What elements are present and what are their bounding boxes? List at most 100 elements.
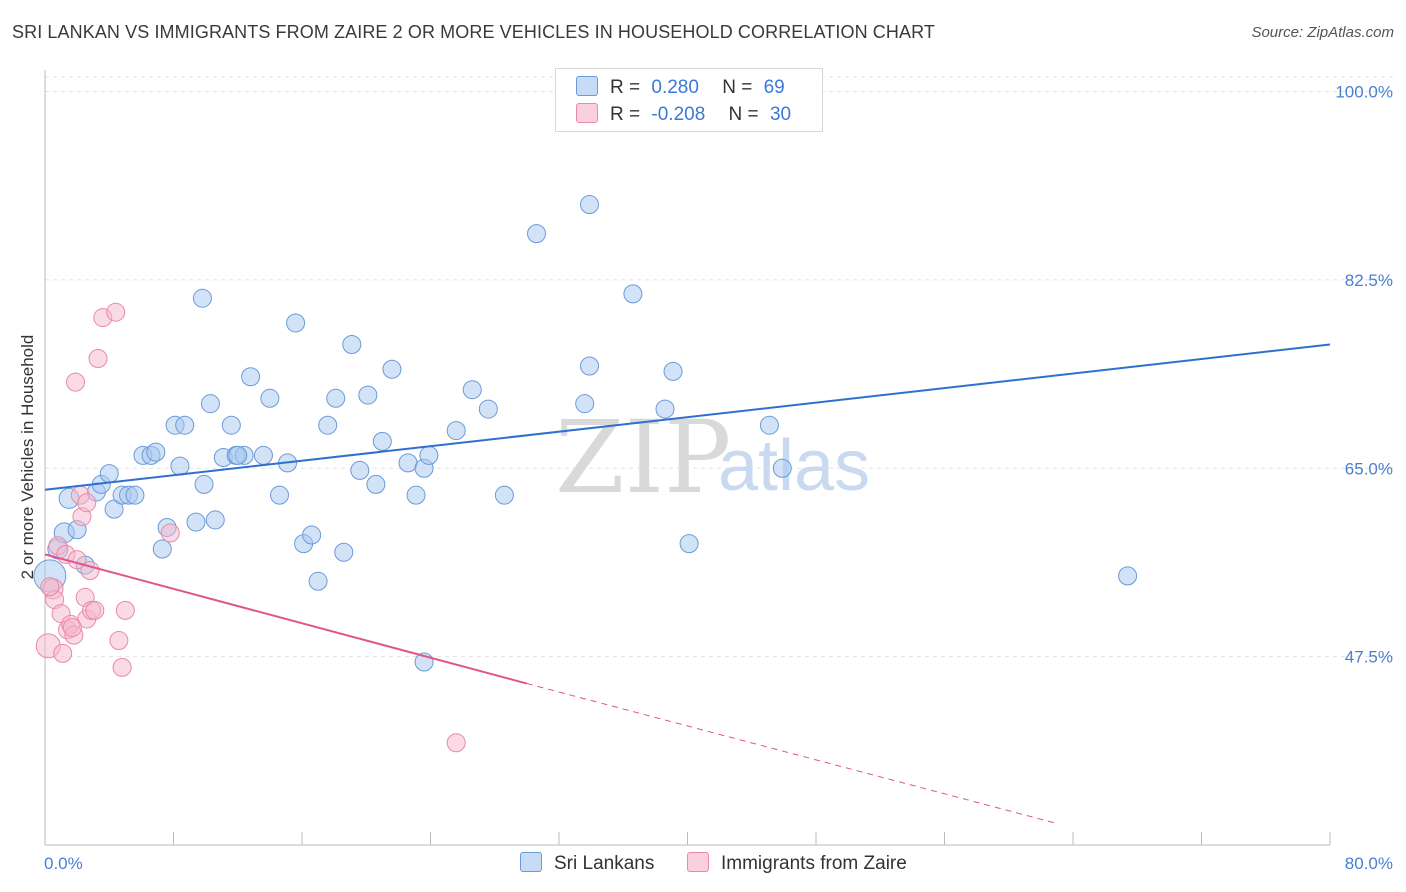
r-value: -0.208 — [651, 104, 706, 125]
data-point — [115, 600, 135, 620]
data-point — [580, 356, 600, 376]
data-point — [106, 302, 126, 322]
data-point — [112, 657, 132, 677]
data-point — [575, 394, 595, 414]
data-point — [62, 618, 82, 638]
data-point — [398, 453, 418, 473]
data-point — [655, 399, 675, 419]
data-point — [270, 485, 290, 505]
data-point — [286, 313, 306, 333]
data-point — [350, 460, 370, 480]
data-point — [663, 361, 683, 381]
data-point — [221, 415, 241, 435]
data-point — [85, 600, 105, 620]
legend-swatch-zaire — [687, 852, 709, 872]
data-point — [318, 415, 338, 435]
n-value: 69 — [763, 77, 785, 98]
x-axis-ticks — [173, 832, 1331, 845]
data-point — [40, 577, 60, 597]
data-point — [382, 359, 402, 379]
stats-legend-row-zaire: R = -0.208 N = 30 — [576, 103, 791, 127]
data-point — [527, 224, 547, 244]
swatch-sri-lankans — [576, 76, 598, 96]
data-point — [478, 399, 498, 419]
data-point — [253, 445, 273, 465]
data-point — [372, 431, 392, 451]
stats-legend-row-sri-lankans: R = 0.280 N = 69 — [576, 76, 785, 100]
y-tick-label: 65.0% — [1345, 459, 1393, 478]
data-point — [99, 464, 119, 484]
trend-line-extension — [526, 683, 1058, 824]
data-point — [125, 485, 145, 505]
data-point — [152, 539, 172, 559]
data-point — [772, 458, 792, 478]
data-point — [241, 367, 261, 387]
data-point — [366, 474, 386, 494]
data-point — [759, 415, 779, 435]
y-tick-labels: 47.5% 65.0% 82.5% 100.0% — [1335, 83, 1393, 667]
legend-item-sri-lankans: Sri Lankans — [520, 852, 654, 875]
data-point — [446, 421, 466, 441]
data-point — [406, 485, 426, 505]
legend-label-zaire: Immigrants from Zaire — [721, 853, 907, 874]
data-point — [494, 485, 514, 505]
data-point — [679, 534, 699, 554]
trend-lines — [44, 343, 1331, 824]
data-point — [77, 493, 97, 513]
data-point — [334, 542, 354, 562]
stats-legend: R = 0.280 N = 69 R = -0.208 N = 30 — [555, 68, 823, 132]
trend-line-sri-lankans — [44, 343, 1331, 491]
watermark: ZIP atlas — [555, 399, 870, 516]
watermark-atlas: atlas — [718, 426, 870, 506]
series-zaire — [35, 302, 466, 753]
trend-line-zaire — [44, 553, 528, 685]
data-point — [88, 348, 108, 368]
data-point — [53, 643, 73, 663]
x-tick-label-min: 0.0% — [44, 854, 83, 873]
y-tick-label: 100.0% — [1335, 83, 1393, 102]
r-label: R = — [610, 104, 641, 125]
data-point — [419, 445, 439, 465]
data-point — [580, 195, 600, 215]
legend-label-sri-lankans: Sri Lankans — [554, 853, 655, 874]
x-tick-label-max: 80.0% — [1345, 854, 1393, 873]
data-point — [205, 510, 225, 530]
data-point — [260, 388, 280, 408]
data-point — [342, 334, 362, 354]
data-point — [170, 456, 190, 476]
y-tick-label: 47.5% — [1345, 648, 1393, 667]
data-point — [146, 442, 166, 462]
data-point — [1118, 566, 1138, 586]
data-point — [192, 288, 212, 308]
data-point — [160, 523, 180, 543]
data-point — [228, 445, 248, 465]
data-point — [326, 388, 346, 408]
data-point — [462, 380, 482, 400]
source-label: Source: ZipAtlas.com — [1251, 24, 1394, 41]
data-point — [302, 525, 322, 545]
data-point — [66, 372, 86, 392]
data-point — [194, 474, 214, 494]
n-value: 30 — [769, 104, 792, 125]
data-point — [200, 394, 220, 414]
data-point — [358, 385, 378, 405]
data-point — [186, 512, 206, 532]
r-label: R = — [610, 77, 641, 98]
data-point — [446, 733, 466, 753]
n-label: N = — [728, 104, 759, 125]
data-point — [308, 571, 328, 591]
data-point — [175, 415, 195, 435]
watermark-zip: ZIP — [555, 399, 731, 516]
legend-swatch-sri-lankans — [520, 852, 542, 872]
r-value: 0.280 — [651, 77, 699, 98]
y-tick-label: 82.5% — [1345, 271, 1393, 290]
legend-item-zaire: Immigrants from Zaire — [687, 852, 907, 875]
n-label: N = — [722, 77, 753, 98]
y-axis-label: 2 or more Vehicles in Household — [18, 335, 37, 580]
gridlines — [45, 76, 1393, 658]
data-point — [623, 284, 643, 304]
chart-title: SRI LANKAN VS IMMIGRANTS FROM ZAIRE 2 OR… — [12, 22, 935, 42]
data-point — [109, 630, 129, 650]
swatch-zaire — [576, 103, 598, 123]
